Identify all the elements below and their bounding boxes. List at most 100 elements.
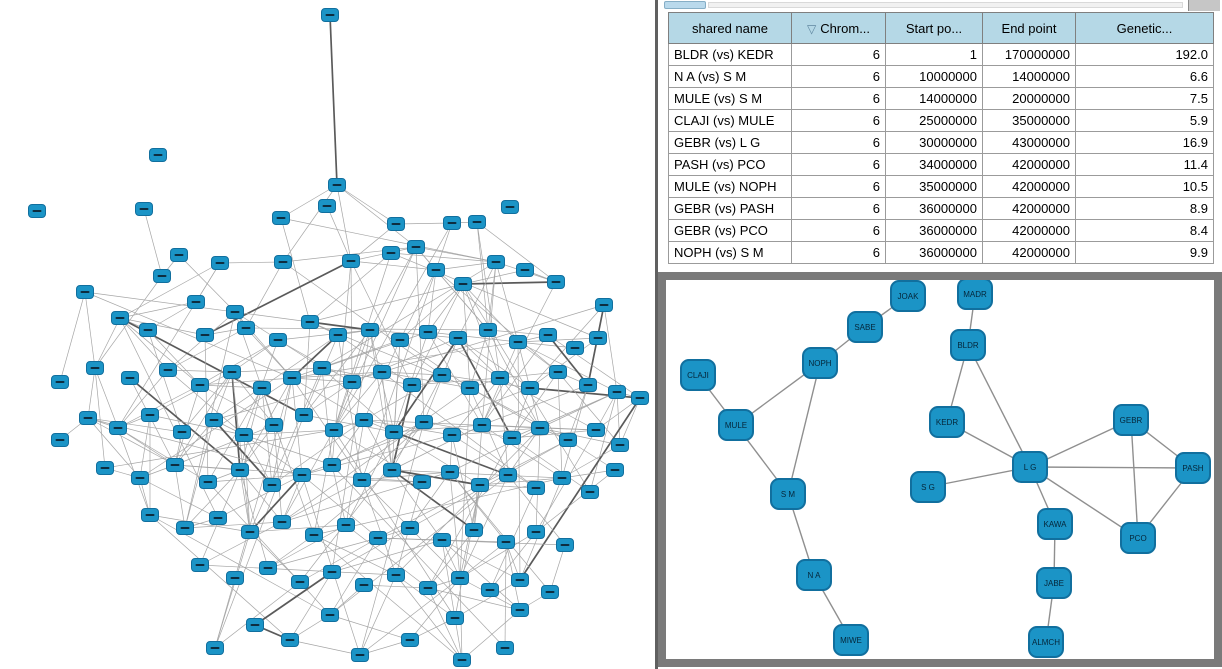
- table-row[interactable]: MULE (vs) S M 6 14000000 20000000 7.5: [668, 87, 1214, 110]
- column-header-chrom-[interactable]: ▽ Chrom...: [791, 12, 886, 44]
- value-cell[interactable]: 6: [791, 241, 886, 264]
- subnetwork-node[interactable]: [929, 406, 965, 438]
- value-cell[interactable]: 30000000: [885, 131, 983, 154]
- network-edge: [427, 587, 463, 661]
- value-cell[interactable]: 6: [791, 65, 886, 88]
- scrollbar-thumb[interactable]: [664, 1, 706, 9]
- value-cell[interactable]: 36000000: [885, 219, 983, 242]
- subnetwork-node[interactable]: [833, 624, 869, 656]
- value-cell[interactable]: 1: [885, 43, 983, 66]
- value-cell[interactable]: 35000000: [982, 109, 1076, 132]
- value-cell[interactable]: 170000000: [982, 43, 1076, 66]
- subnetwork-node[interactable]: [1028, 626, 1064, 658]
- value-cell[interactable]: 34000000: [885, 153, 983, 176]
- value-cell[interactable]: 6: [791, 87, 886, 110]
- node-label-glyph: [230, 311, 240, 313]
- value-cell[interactable]: 10.5: [1075, 175, 1214, 198]
- value-cell[interactable]: 36000000: [885, 241, 983, 264]
- value-cell[interactable]: 14000000: [982, 65, 1076, 88]
- value-cell[interactable]: 6: [791, 109, 886, 132]
- value-cell[interactable]: 6: [791, 219, 886, 242]
- scrollbar-track[interactable]: [708, 2, 1183, 8]
- value-cell[interactable]: 6: [791, 131, 886, 154]
- value-cell[interactable]: 6: [791, 153, 886, 176]
- value-cell[interactable]: 7.5: [1075, 87, 1214, 110]
- table-row[interactable]: GEBR (vs) PCO 6 36000000 42000000 8.4: [668, 219, 1214, 242]
- subnetwork-node[interactable]: [1036, 567, 1072, 599]
- value-cell[interactable]: 8.4: [1075, 219, 1214, 242]
- value-cell[interactable]: 42000000: [982, 241, 1076, 264]
- subnetwork-node[interactable]: [1012, 451, 1048, 483]
- subnetwork-node[interactable]: [847, 311, 883, 343]
- value-cell[interactable]: 42000000: [982, 175, 1076, 198]
- network-edge: [504, 541, 507, 649]
- subnetwork-node[interactable]: [802, 347, 838, 379]
- subnetwork-panel: JOAK MADR SABE BLDR NOPH CLAJI KEDR MULE GEBR L G…: [658, 272, 1222, 667]
- value-cell[interactable]: 35000000: [885, 175, 983, 198]
- shared-name-cell[interactable]: GEBR (vs) L G: [668, 131, 792, 154]
- shared-name-cell[interactable]: GEBR (vs) PCO: [668, 219, 792, 242]
- column-header-start-po-[interactable]: Start po...: [885, 12, 983, 44]
- network-edge: [94, 367, 106, 469]
- table-row[interactable]: GEBR (vs) PASH 6 36000000 42000000 8.9: [668, 197, 1214, 220]
- value-cell[interactable]: 5.9: [1075, 109, 1214, 132]
- table-row[interactable]: BLDR (vs) KEDR 6 1 170000000 192.0: [668, 43, 1214, 66]
- value-cell[interactable]: 6: [791, 43, 886, 66]
- value-cell[interactable]: 36000000: [885, 197, 983, 220]
- value-cell[interactable]: 20000000: [982, 87, 1076, 110]
- value-cell[interactable]: 14000000: [885, 87, 983, 110]
- subnetwork-node[interactable]: [718, 409, 754, 441]
- value-cell[interactable]: 25000000: [885, 109, 983, 132]
- shared-name-cell[interactable]: BLDR (vs) KEDR: [668, 43, 792, 66]
- shared-name-cell[interactable]: PASH (vs) PCO: [668, 153, 792, 176]
- value-cell[interactable]: 42000000: [982, 197, 1076, 220]
- table-row[interactable]: N A (vs) S M 6 10000000 14000000 6.6: [668, 65, 1214, 88]
- network-edge: [267, 524, 347, 569]
- value-cell[interactable]: 43000000: [982, 131, 1076, 154]
- value-cell[interactable]: 6.6: [1075, 65, 1214, 88]
- subnetwork-node[interactable]: [910, 471, 946, 503]
- subnetwork-node[interactable]: [680, 359, 716, 391]
- table-row[interactable]: GEBR (vs) L G 6 30000000 43000000 16.9: [668, 131, 1214, 154]
- shared-name-cell[interactable]: GEBR (vs) PASH: [668, 197, 792, 220]
- subnetwork-node[interactable]: [957, 280, 993, 310]
- subnetwork-node[interactable]: [890, 280, 926, 312]
- table-row[interactable]: PASH (vs) PCO 6 34000000 42000000 11.4: [668, 153, 1214, 176]
- subnetwork-canvas[interactable]: JOAK MADR SABE BLDR NOPH CLAJI KEDR MULE GEBR L G…: [666, 280, 1214, 659]
- node-label-glyph: [423, 587, 433, 589]
- value-cell[interactable]: 6: [791, 197, 886, 220]
- subnetwork-node-label: BLDR: [957, 341, 979, 350]
- network-edge: [391, 469, 443, 541]
- value-cell[interactable]: 11.4: [1075, 153, 1214, 176]
- main-network-canvas[interactable]: [0, 0, 655, 669]
- shared-name-cell[interactable]: NOPH (vs) S M: [668, 241, 792, 264]
- column-header-genetic-[interactable]: Genetic...: [1075, 12, 1214, 44]
- subnetwork-node[interactable]: [1120, 522, 1156, 554]
- subnetwork-node[interactable]: [1175, 452, 1211, 484]
- subnetwork-node[interactable]: [1037, 508, 1073, 540]
- value-cell[interactable]: 6: [791, 175, 886, 198]
- table-row[interactable]: MULE (vs) NOPH 6 35000000 42000000 10.5: [668, 175, 1214, 198]
- value-cell[interactable]: 192.0: [1075, 43, 1214, 66]
- shared-name-cell[interactable]: CLAJI (vs) MULE: [668, 109, 792, 132]
- subnetwork-node[interactable]: [950, 329, 986, 361]
- network-edge: [280, 217, 497, 263]
- shared-name-cell[interactable]: MULE (vs) NOPH: [668, 175, 792, 198]
- value-cell[interactable]: 42000000: [982, 153, 1076, 176]
- value-cell[interactable]: 10000000: [885, 65, 983, 88]
- table-row[interactable]: NOPH (vs) S M 6 36000000 42000000 9.9: [668, 241, 1214, 264]
- value-cell[interactable]: 9.9: [1075, 241, 1214, 264]
- subnetwork-node[interactable]: [1113, 404, 1149, 436]
- subnetwork-node[interactable]: [770, 478, 806, 510]
- node-label-glyph: [333, 334, 343, 336]
- subnetwork-node[interactable]: [796, 559, 832, 591]
- shared-name-cell[interactable]: N A (vs) S M: [668, 65, 792, 88]
- table-row[interactable]: CLAJI (vs) MULE 6 25000000 35000000 5.9: [668, 109, 1214, 132]
- value-cell[interactable]: 42000000: [982, 219, 1076, 242]
- value-cell[interactable]: 8.9: [1075, 197, 1214, 220]
- column-header-shared-name[interactable]: shared name: [668, 12, 792, 44]
- shared-name-cell[interactable]: MULE (vs) S M: [668, 87, 792, 110]
- column-filter-icon[interactable]: ▽: [806, 21, 817, 36]
- column-header-end-point[interactable]: End point: [982, 12, 1076, 44]
- value-cell[interactable]: 16.9: [1075, 131, 1214, 154]
